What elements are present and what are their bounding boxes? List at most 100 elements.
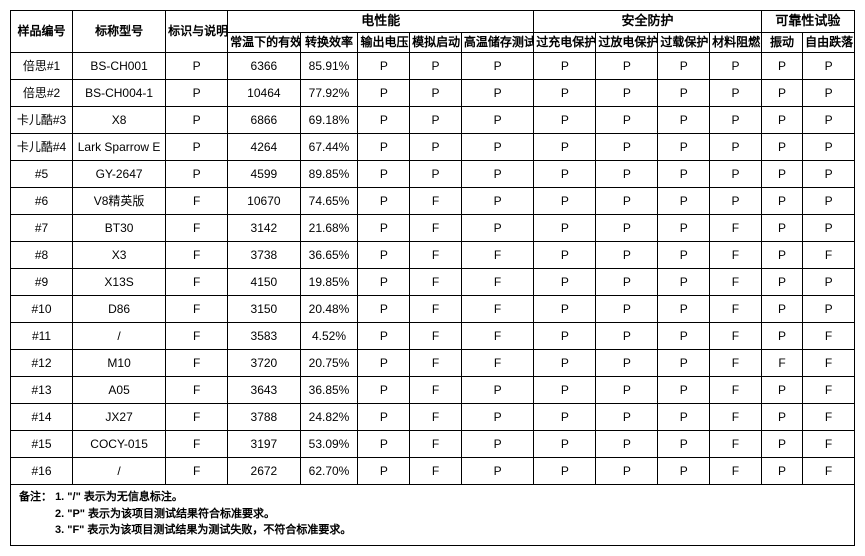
cell-capacity: 6866: [228, 107, 300, 134]
cell-out-voltage: P: [358, 107, 410, 134]
cell-model: BS-CH004-1: [73, 80, 166, 107]
table-row: #7BT30F314221.68%PFPPPPFPP: [11, 215, 855, 242]
cell-flame: P: [710, 134, 762, 161]
cell-overcharge: P: [534, 242, 596, 269]
cell-drop: P: [803, 134, 855, 161]
cell-drop: P: [803, 188, 855, 215]
cell-drop: F: [803, 242, 855, 269]
cell-efficiency: 89.85%: [300, 161, 358, 188]
cell-model: V8精英版: [73, 188, 166, 215]
cell-vibration: P: [761, 53, 802, 80]
hdr-group-elec: 电性能: [228, 11, 534, 33]
cell-vibration: P: [761, 377, 802, 404]
cell-hot-storage: P: [461, 107, 533, 134]
table-body: 倍思#1BS-CH001P636685.91%PPPPPPPPP倍思#2BS-C…: [11, 53, 855, 485]
cell-overload: P: [658, 134, 710, 161]
cell-overcharge: P: [534, 161, 596, 188]
cell-out-voltage: P: [358, 215, 410, 242]
cell-mark: P: [166, 53, 228, 80]
cell-capacity: 4150: [228, 269, 300, 296]
cell-flame: F: [710, 431, 762, 458]
cell-mark: F: [166, 377, 228, 404]
cell-out-voltage: P: [358, 404, 410, 431]
cell-flame: F: [710, 242, 762, 269]
cell-out-voltage: P: [358, 134, 410, 161]
cell-efficiency: 24.82%: [300, 404, 358, 431]
cell-overload: P: [658, 323, 710, 350]
cell-efficiency: 67.44%: [300, 134, 358, 161]
cell-capacity: 3720: [228, 350, 300, 377]
cell-overload: P: [658, 350, 710, 377]
cell-model: D86: [73, 296, 166, 323]
cell-sample-id: #6: [11, 188, 73, 215]
cell-efficiency: 69.18%: [300, 107, 358, 134]
cell-sample-id: 倍思#2: [11, 80, 73, 107]
cell-capacity: 10670: [228, 188, 300, 215]
notes-lead: 备注：: [19, 491, 52, 503]
table-row: 倍思#2BS-CH004-1P1046477.92%PPPPPPPPP: [11, 80, 855, 107]
cell-drop: F: [803, 431, 855, 458]
cell-efficiency: 85.91%: [300, 53, 358, 80]
cell-mark: F: [166, 188, 228, 215]
cell-mark: F: [166, 215, 228, 242]
cell-sim-current: F: [410, 296, 462, 323]
cell-sample-id: #16: [11, 458, 73, 485]
cell-capacity: 10464: [228, 80, 300, 107]
cell-model: Lark Sparrow E: [73, 134, 166, 161]
cell-efficiency: 53.09%: [300, 431, 358, 458]
cell-capacity: 3788: [228, 404, 300, 431]
table-row: #12M10F372020.75%PFFPPPFFF: [11, 350, 855, 377]
cell-flame: P: [710, 107, 762, 134]
cell-overdischarge: P: [596, 296, 658, 323]
cell-sample-id: 卡儿酷#4: [11, 134, 73, 161]
cell-sim-current: F: [410, 404, 462, 431]
note-2: 2. "P" 表示为该项目测试结果符合标准要求。: [19, 506, 846, 523]
cell-flame: P: [710, 188, 762, 215]
hdr-group-safe: 安全防护: [534, 11, 762, 33]
cell-sim-current: F: [410, 269, 462, 296]
cell-vibration: P: [761, 269, 802, 296]
cell-drop: F: [803, 404, 855, 431]
cell-efficiency: 19.85%: [300, 269, 358, 296]
table-row: #14JX27F378824.82%PFPPPPFPF: [11, 404, 855, 431]
cell-efficiency: 21.68%: [300, 215, 358, 242]
cell-efficiency: 36.85%: [300, 377, 358, 404]
cell-overcharge: P: [534, 350, 596, 377]
cell-sim-current: F: [410, 323, 462, 350]
cell-overload: P: [658, 161, 710, 188]
cell-model: BT30: [73, 215, 166, 242]
cell-mark: P: [166, 161, 228, 188]
cell-vibration: F: [761, 350, 802, 377]
cell-overcharge: P: [534, 215, 596, 242]
hdr-vibration: 振动: [761, 32, 802, 53]
hdr-hot-storage: 高温储存测试: [461, 32, 533, 53]
cell-drop: F: [803, 458, 855, 485]
cell-capacity: 3150: [228, 296, 300, 323]
cell-out-voltage: P: [358, 323, 410, 350]
hdr-flame: 材料阻燃: [710, 32, 762, 53]
cell-capacity: 3142: [228, 215, 300, 242]
cell-overcharge: P: [534, 107, 596, 134]
cell-sim-current: F: [410, 188, 462, 215]
table-row: #16/F267262.70%PFPPPPFPF: [11, 458, 855, 485]
cell-overdischarge: P: [596, 323, 658, 350]
cell-vibration: P: [761, 431, 802, 458]
cell-sim-current: P: [410, 107, 462, 134]
cell-sample-id: #11: [11, 323, 73, 350]
note-1: 1. "/" 表示为无信息标注。: [55, 491, 183, 503]
cell-hot-storage: P: [461, 161, 533, 188]
cell-overload: P: [658, 296, 710, 323]
cell-vibration: P: [761, 323, 802, 350]
cell-overdischarge: P: [596, 404, 658, 431]
cell-flame: F: [710, 458, 762, 485]
table-row: #10D86F315020.48%PFFPPPFPP: [11, 296, 855, 323]
cell-sim-current: P: [410, 53, 462, 80]
cell-capacity: 4599: [228, 161, 300, 188]
cell-model: A05: [73, 377, 166, 404]
table-row: 卡儿酷#4Lark Sparrow EP426467.44%PPPPPPPPP: [11, 134, 855, 161]
cell-vibration: P: [761, 404, 802, 431]
hdr-overload: 过载保护: [658, 32, 710, 53]
cell-vibration: P: [761, 107, 802, 134]
cell-out-voltage: P: [358, 458, 410, 485]
cell-drop: P: [803, 296, 855, 323]
